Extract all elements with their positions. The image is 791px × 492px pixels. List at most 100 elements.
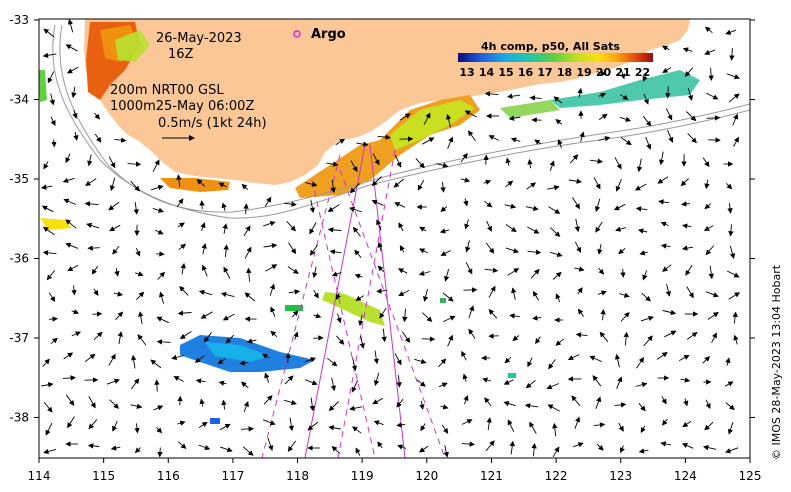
current-arrow bbox=[270, 330, 278, 338]
current-arrow bbox=[349, 183, 360, 194]
current-arrow bbox=[597, 290, 607, 296]
current-arrow bbox=[725, 357, 731, 366]
current-arrow bbox=[223, 266, 231, 279]
current-arrow bbox=[728, 224, 734, 237]
current-arrow bbox=[127, 161, 142, 167]
argo-label: Argo bbox=[311, 27, 346, 42]
current-arrow bbox=[415, 158, 425, 169]
current-arrow bbox=[438, 358, 447, 368]
current-arrow bbox=[423, 112, 431, 125]
current-arrow bbox=[678, 354, 690, 361]
y-tick-label: -38 bbox=[9, 411, 29, 425]
current-arrow bbox=[84, 201, 99, 207]
current-arrow bbox=[637, 228, 648, 234]
current-arrow bbox=[615, 178, 622, 192]
colorbar-title: 4h comp, p50, All Sats bbox=[481, 40, 620, 53]
current-arrow bbox=[662, 309, 677, 316]
current-arrow bbox=[661, 396, 667, 405]
current-arrow bbox=[445, 113, 452, 128]
current-arrow bbox=[419, 400, 425, 410]
current-arrow bbox=[614, 402, 627, 408]
current-arrow bbox=[439, 228, 450, 234]
current-arrow bbox=[572, 197, 580, 210]
current-arrow bbox=[682, 421, 692, 428]
current-arrow bbox=[725, 29, 737, 35]
current-arrow bbox=[574, 241, 582, 253]
current-arrow bbox=[396, 375, 402, 388]
current-arrow bbox=[504, 203, 517, 209]
current-arrow bbox=[705, 291, 719, 298]
current-arrow bbox=[377, 134, 391, 140]
current-arrow bbox=[547, 404, 560, 412]
current-arrow bbox=[660, 243, 671, 249]
current-arrow bbox=[329, 249, 342, 255]
current-arrow bbox=[261, 353, 270, 359]
current-arrow bbox=[217, 357, 227, 365]
current-arrow bbox=[313, 335, 324, 341]
current-arrow bbox=[263, 395, 273, 405]
current-arrow bbox=[109, 177, 116, 192]
current-arrow bbox=[377, 265, 385, 273]
current-arrow bbox=[305, 181, 318, 187]
current-arrow bbox=[43, 161, 49, 170]
current-arrow bbox=[597, 244, 603, 255]
current-arrow bbox=[309, 397, 315, 412]
current-arrow bbox=[419, 226, 427, 232]
colorbar-tick-label: 19 bbox=[576, 66, 591, 79]
current-arrow bbox=[488, 135, 499, 141]
current-arrow bbox=[681, 443, 694, 449]
current-arrow bbox=[287, 440, 297, 452]
current-arrow bbox=[619, 445, 625, 454]
current-arrow bbox=[680, 377, 691, 383]
current-arrow bbox=[687, 133, 697, 144]
current-arrow bbox=[505, 180, 514, 188]
current-arrow bbox=[422, 137, 435, 145]
current-arrow bbox=[661, 418, 668, 426]
current-arrow bbox=[727, 203, 733, 214]
current-arrow bbox=[41, 382, 54, 388]
current-arrow bbox=[707, 311, 719, 320]
current-arrow bbox=[93, 331, 103, 341]
current-arrow bbox=[173, 376, 184, 382]
current-arrow bbox=[394, 202, 406, 208]
current-arrow bbox=[634, 183, 647, 191]
current-arrow bbox=[93, 288, 99, 296]
current-arrow bbox=[376, 219, 382, 231]
current-arrow bbox=[686, 331, 698, 340]
current-arrow bbox=[84, 353, 96, 362]
current-arrow bbox=[242, 446, 254, 456]
current-arrow bbox=[200, 311, 213, 319]
current-arrow bbox=[153, 405, 164, 411]
current-arrow bbox=[218, 182, 228, 188]
current-arrow bbox=[134, 447, 141, 454]
current-arrow bbox=[73, 132, 79, 141]
current-arrow bbox=[394, 353, 402, 366]
current-arrow bbox=[440, 250, 451, 256]
x-tick-label: 120 bbox=[415, 469, 438, 483]
current-arrow bbox=[327, 227, 342, 233]
current-arrow bbox=[600, 308, 606, 321]
current-arrow bbox=[596, 443, 604, 451]
current-arrow bbox=[638, 403, 646, 412]
current-arrow bbox=[177, 222, 185, 228]
current-arrow bbox=[152, 159, 160, 173]
current-arrow bbox=[138, 311, 144, 324]
current-arrow bbox=[486, 417, 492, 431]
argo-marker bbox=[293, 30, 301, 38]
current-arrow bbox=[592, 375, 602, 387]
current-arrow bbox=[243, 203, 249, 214]
current-arrow bbox=[598, 92, 607, 98]
current-arrow bbox=[177, 310, 192, 316]
current-arrow bbox=[548, 206, 561, 214]
date-label: 26-May-2023 bbox=[156, 31, 242, 46]
current-arrow bbox=[46, 270, 56, 281]
current-arrow bbox=[505, 224, 517, 233]
current-arrow bbox=[203, 331, 212, 343]
current-arrow bbox=[465, 240, 471, 253]
current-arrow bbox=[109, 399, 119, 409]
current-arrow bbox=[484, 397, 492, 407]
current-arrow bbox=[546, 383, 559, 390]
current-arrow bbox=[221, 399, 227, 410]
current-arrow bbox=[219, 423, 231, 431]
